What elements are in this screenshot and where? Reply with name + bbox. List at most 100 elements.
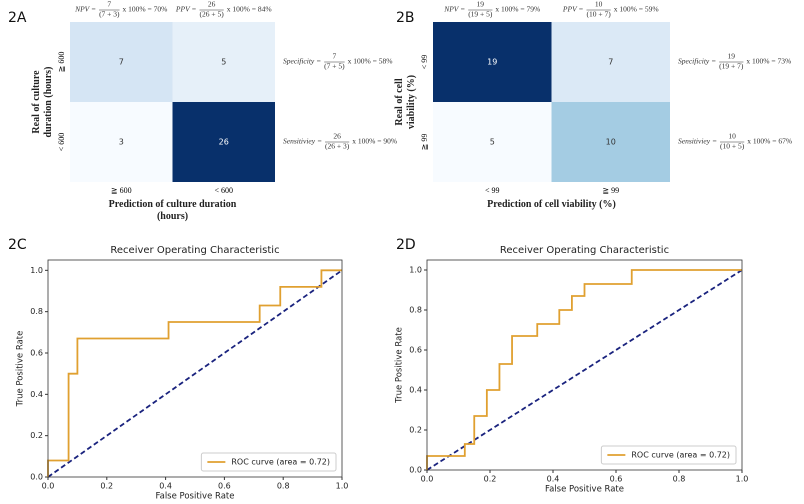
x-tick-label: < 600 xyxy=(214,186,233,195)
heatmap-cell xyxy=(551,22,670,102)
cell-label: 7 xyxy=(608,58,613,67)
x-axis-title: Prediction of culture duration (hours) xyxy=(108,199,237,222)
y-axis-title: True Positive Rate xyxy=(395,327,405,404)
formula: Sensitiviey = 26(26 + 3)x 100% = 90% xyxy=(283,132,397,151)
y-tick-label: 1.0 xyxy=(409,266,422,275)
formula-denominator: (7 + 5) xyxy=(324,62,345,71)
formula: NPV = 19(19 + 5)x 100% = 79% xyxy=(443,0,540,19)
roc-curve xyxy=(426,269,742,470)
x-tick-label: 0.2 xyxy=(484,475,497,484)
x-tick-label: 0.8 xyxy=(673,475,686,484)
x-axis-title: False Positive Rate xyxy=(156,492,235,502)
cell-label: 7 xyxy=(119,58,124,67)
x-axis-title: False Positive Rate xyxy=(545,485,624,495)
formula-denominator: (10 + 5) xyxy=(720,142,745,151)
x-tick-label: 0.8 xyxy=(277,482,290,491)
formula-label: Sensitiviey = xyxy=(678,137,717,146)
plot-frame xyxy=(426,259,743,471)
formula-label: Specificity = xyxy=(283,57,321,66)
formula-numerator: 7 xyxy=(333,52,337,61)
y-tick-label: 0.2 xyxy=(409,426,422,435)
cell-label: 5 xyxy=(221,58,226,67)
y-tick-label: 0.4 xyxy=(409,386,422,395)
formula-label: Sensitiviey = xyxy=(283,137,322,146)
formula-denominator: (7 + 3) xyxy=(99,10,120,19)
formula: NPV = 7(7 + 3)x 100% = 70% xyxy=(74,0,167,19)
y-axis-title: Real of cell viability (%) xyxy=(394,74,417,130)
heatmap-cell xyxy=(433,102,552,182)
x-tick-label: 0.4 xyxy=(547,475,560,484)
formula-result: x 100% = 90% xyxy=(352,137,397,146)
cell-label: 5 xyxy=(490,138,495,147)
formula: Specificity = 19(19 + 7)x 100% = 73% xyxy=(678,52,791,71)
y-tick-label: 0.8 xyxy=(409,306,422,315)
panel-label: 2C xyxy=(8,237,27,253)
x-tick-label: 0.4 xyxy=(159,482,172,491)
formula-label: NPV = xyxy=(74,5,96,14)
cell-label: 3 xyxy=(119,138,124,147)
panel-label: 2B xyxy=(396,10,415,26)
y-tick-label: 1.0 xyxy=(30,266,43,275)
formula-label: PPV = xyxy=(562,5,584,14)
y-axis-title: Real of culture duration (hours) xyxy=(31,66,54,138)
formula-denominator: (10 + 7) xyxy=(586,10,611,19)
y-tick-label: 0.2 xyxy=(30,431,43,440)
heatmap-cell xyxy=(433,22,552,102)
chart-title: Receiver Operating Characteristic xyxy=(500,245,669,256)
y-tick-label: ≧ 99 xyxy=(420,134,429,151)
legend-label: ROC curve (area = 0.72) xyxy=(631,451,730,460)
x-tick-label: 0.0 xyxy=(421,475,434,484)
heatmap-cell xyxy=(172,22,275,102)
y-tick-label: 0.8 xyxy=(30,307,43,316)
formula-result: x 100% = 79% xyxy=(495,5,540,14)
heatmap-cell xyxy=(70,102,173,182)
x-tick-label: 0.0 xyxy=(42,482,55,491)
y-tick-label: < 600 xyxy=(57,133,66,152)
y-tick-label: 0.0 xyxy=(30,473,43,482)
roc-curve xyxy=(47,269,342,477)
formula-numerator: 10 xyxy=(728,132,736,141)
formula-result: x 100% = 73% xyxy=(746,57,791,66)
y-tick-label: 0.6 xyxy=(409,346,422,355)
legend-frame xyxy=(600,445,737,465)
heatmap-cell xyxy=(172,102,275,182)
legend-label: ROC curve (area = 0.72) xyxy=(231,458,330,467)
legend-frame xyxy=(200,452,337,472)
x-tick-label: 0.2 xyxy=(100,482,113,491)
cell-label: 19 xyxy=(487,58,497,67)
cell-label: 26 xyxy=(219,138,229,147)
x-tick-label: 0.6 xyxy=(610,475,623,484)
formula-numerator: 26 xyxy=(208,0,216,9)
formula-numerator: 19 xyxy=(477,0,485,9)
formula: Specificity = 7(7 + 5)x 100% = 58% xyxy=(283,52,393,71)
formula: PPV = 10(10 + 7)x 100% = 59% xyxy=(562,0,659,19)
y-tick-label: 0.6 xyxy=(30,349,43,358)
y-tick-label: 0.0 xyxy=(409,466,422,475)
x-tick-label: 1.0 xyxy=(736,475,749,484)
x-tick-label: ≧ 600 xyxy=(111,186,132,195)
formula-numerator: 26 xyxy=(333,132,341,141)
formula-result: x 100% = 84% xyxy=(227,5,272,14)
formula-result: x 100% = 70% xyxy=(123,5,168,14)
formula-denominator: (26 + 3) xyxy=(325,142,350,151)
formula: PPV = 26(26 + 5)x 100% = 84% xyxy=(175,0,272,19)
cell-label: 10 xyxy=(606,138,616,147)
x-axis-title: Prediction of cell viability (%) xyxy=(487,199,616,210)
x-tick-label: 0.6 xyxy=(218,482,231,491)
x-tick-label: < 99 xyxy=(485,186,500,195)
y-axis-title: True Positive Rate xyxy=(16,331,26,408)
x-tick-label: 1.0 xyxy=(336,482,349,491)
formula-numerator: 10 xyxy=(595,0,603,9)
chart-title: Receiver Operating Characteristic xyxy=(110,245,279,256)
formula-denominator: (19 + 5) xyxy=(468,10,493,19)
y-tick-label: < 99 xyxy=(420,55,429,70)
formula-result: x 100% = 59% xyxy=(614,5,659,14)
formula-label: Specificity = xyxy=(678,57,716,66)
formula-result: x 100% = 58% xyxy=(348,57,393,66)
legend: ROC curve (area = 0.72) xyxy=(600,445,737,465)
formula-label: NPV = xyxy=(443,5,465,14)
y-tick-label: 0.4 xyxy=(30,390,43,399)
formula-numerator: 19 xyxy=(728,52,736,61)
